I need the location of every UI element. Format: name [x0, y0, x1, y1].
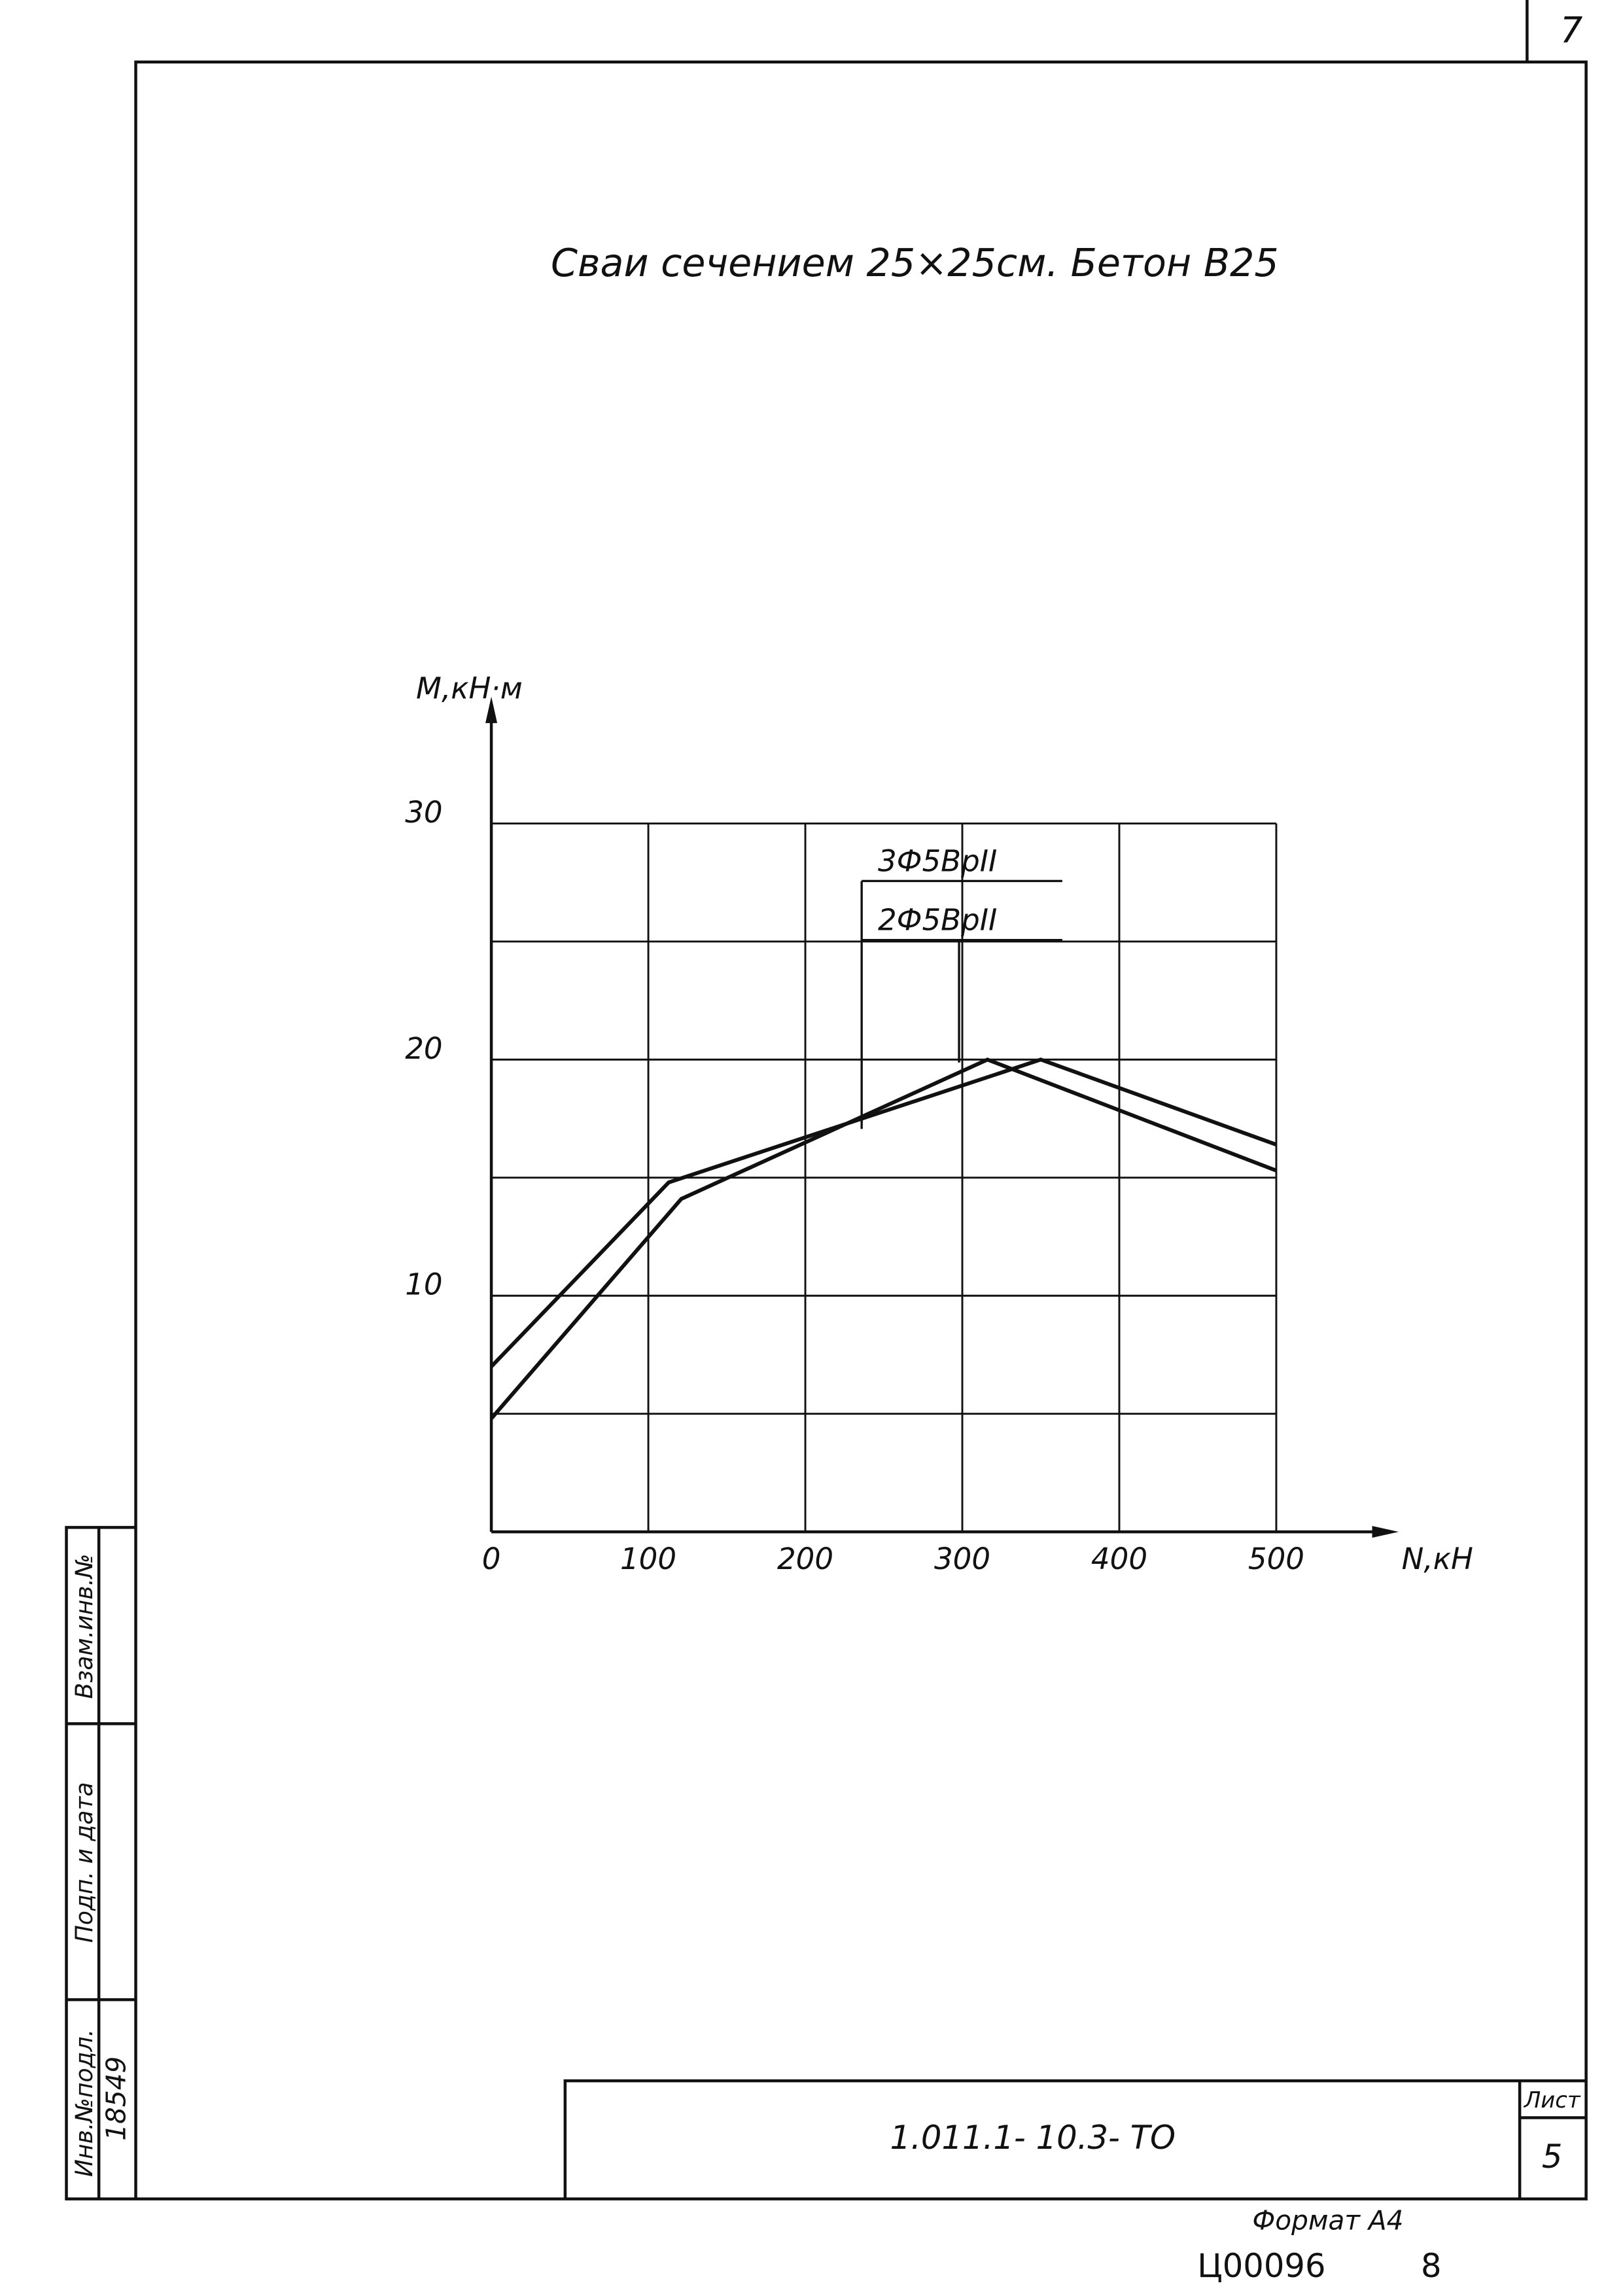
y-tick-label: 30 [405, 795, 442, 830]
y-axis-label: M,кН·м [416, 671, 523, 706]
side-label: Взам.инв.№ [71, 1553, 98, 1699]
frame [65, 0, 1588, 2200]
chart-title: Сваи сечением 25×25см. Бетон В25 [551, 241, 1279, 285]
y-tick-label: 10 [405, 1267, 442, 1302]
legend-label: 3Ф5ВрII [878, 843, 997, 878]
footer-page: 8 [1421, 2247, 1442, 2285]
x-axis-label: N,кН [1402, 1542, 1473, 1576]
y-tick-label: 20 [405, 1031, 442, 1066]
format: Формат А4 [1252, 2205, 1403, 2236]
page-number: 7 [1560, 9, 1582, 50]
archive-number: Ц00096 [1197, 2247, 1325, 2285]
x-tick-label: 200 [777, 1542, 833, 1576]
leader-line [860, 881, 960, 1129]
x-tick-label: 400 [1091, 1542, 1147, 1576]
side-label: Инв.№подл. [71, 2029, 98, 2177]
series-line [489, 1057, 1278, 1420]
side-label: Подп. и дата [71, 1782, 98, 1943]
doc-code: 1.011.1- 10.3- ТО [890, 2119, 1176, 2157]
sheet-label: Лист [1524, 2087, 1581, 2113]
sheet-number: 5 [1542, 2138, 1563, 2176]
x-tick-label: 300 [934, 1542, 990, 1576]
legend-label: 2Ф5ВрII [878, 903, 997, 938]
x-tick-label: 100 [620, 1542, 676, 1576]
inv-number: 18549 [100, 2057, 131, 2141]
axes [485, 696, 1399, 1538]
x-tick-label: 0 [482, 1542, 501, 1576]
x-tick-label: 500 [1248, 1542, 1304, 1576]
